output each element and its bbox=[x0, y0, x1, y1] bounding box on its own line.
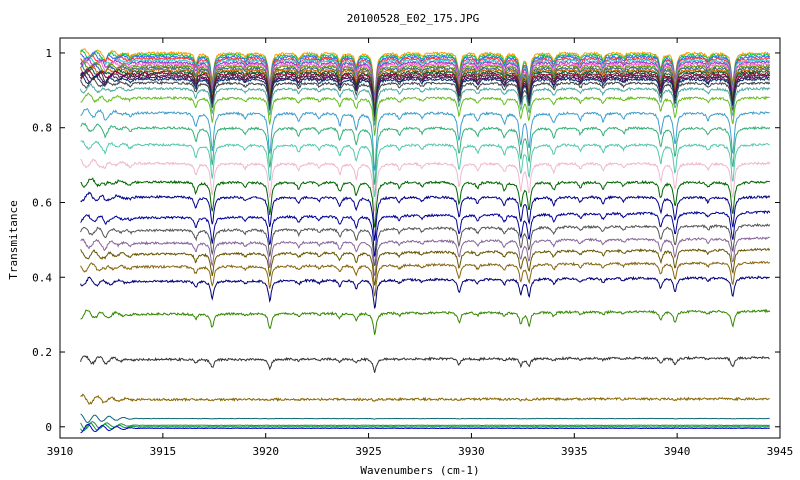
y-tick-label: 0.6 bbox=[32, 196, 52, 209]
x-tick-label: 3945 bbox=[767, 445, 794, 458]
spectrum-line bbox=[80, 247, 771, 286]
spectrum-line bbox=[80, 422, 770, 432]
x-tick-label: 3925 bbox=[355, 445, 382, 458]
x-axis: 3910 3915 3920 3925 3930 3935 3940 3945 bbox=[47, 38, 794, 458]
y-axis: 0 0.2 0.4 0.6 0.8 1 bbox=[32, 47, 780, 434]
spectrum-line bbox=[80, 71, 771, 117]
spectrum-line bbox=[80, 107, 770, 171]
x-tick-label: 3930 bbox=[458, 445, 485, 458]
spectrum-line bbox=[80, 49, 771, 97]
spectrum-line bbox=[80, 236, 771, 276]
spectrum-line bbox=[80, 423, 770, 434]
x-axis-label: Wavenumbers (cm-1) bbox=[360, 464, 479, 477]
spectrum-line bbox=[80, 73, 770, 118]
x-tick-label: 3915 bbox=[150, 445, 177, 458]
spectrum-line bbox=[80, 68, 771, 114]
x-tick-label: 3935 bbox=[561, 445, 588, 458]
series-layer bbox=[80, 48, 771, 434]
y-tick-label: 0.4 bbox=[32, 271, 52, 284]
spectrum-line bbox=[80, 393, 770, 405]
spectrum-line bbox=[80, 158, 771, 212]
spectrum-line bbox=[80, 191, 771, 241]
spectrum-line bbox=[80, 56, 770, 104]
spectrum-line bbox=[80, 209, 771, 257]
spectrum-line bbox=[80, 55, 771, 100]
spectrum-line bbox=[80, 355, 770, 373]
spectrum-line bbox=[80, 275, 770, 309]
spectrum-line bbox=[80, 83, 771, 126]
spectrum-line bbox=[80, 66, 771, 112]
spectrum-line bbox=[80, 78, 771, 122]
spectrum-line bbox=[80, 308, 771, 335]
x-tick-label: 3940 bbox=[664, 445, 691, 458]
spectrum-line bbox=[80, 260, 771, 297]
x-tick-label: 3920 bbox=[252, 445, 279, 458]
y-axis-label: Transmitance bbox=[7, 200, 20, 279]
spectrum-line bbox=[80, 177, 771, 228]
spectrum-line bbox=[80, 140, 770, 197]
spectrum-line bbox=[80, 59, 771, 107]
spectrum-line bbox=[80, 122, 771, 185]
spectrum-line bbox=[80, 92, 771, 136]
spectrum-line bbox=[80, 421, 770, 430]
spectrum-line bbox=[80, 61, 771, 108]
plot-frame bbox=[59, 37, 781, 439]
spectrum-line bbox=[80, 413, 770, 424]
y-tick-label: 1 bbox=[45, 47, 52, 60]
y-tick-label: 0.2 bbox=[32, 346, 52, 359]
chart-title: 20100528_E02_175.JPG bbox=[347, 12, 479, 25]
spectrum-line bbox=[80, 222, 771, 266]
y-tick-label: 0 bbox=[45, 421, 52, 434]
y-tick-label: 0.8 bbox=[32, 122, 52, 135]
x-tick-label: 3910 bbox=[47, 445, 74, 458]
